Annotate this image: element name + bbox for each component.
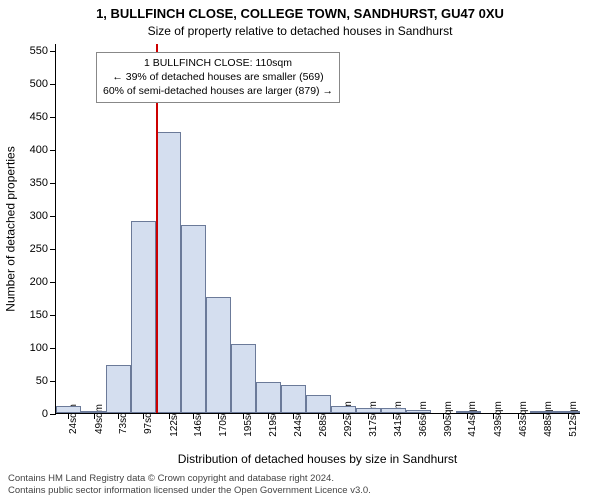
x-tick-label: 341sqm (393, 401, 404, 437)
footer-line2: Contains public sector information licen… (8, 485, 592, 496)
histogram-bar (406, 410, 431, 413)
histogram-bar (456, 411, 481, 413)
y-tick-label: 400 (30, 144, 48, 156)
histogram-bar (206, 297, 231, 413)
y-tick-label: 300 (30, 210, 48, 222)
histogram-bar (306, 395, 331, 414)
histogram-bar (281, 385, 306, 413)
x-tick-label: 317sqm (368, 401, 379, 437)
histogram-bar (131, 221, 156, 413)
x-tick-label: 49sqm (94, 404, 105, 434)
y-tick (50, 348, 56, 349)
y-tick-label: 100 (30, 342, 48, 354)
y-tick-label: 200 (30, 276, 48, 288)
y-tick-label: 550 (30, 45, 48, 57)
y-tick (50, 51, 56, 52)
y-tick (50, 117, 56, 118)
y-tick (50, 249, 56, 250)
histogram-chart: 1, BULLFINCH CLOSE, COLLEGE TOWN, SANDHU… (0, 0, 600, 500)
histogram-bar (181, 225, 206, 413)
x-tick-label: 390sqm (443, 401, 454, 437)
x-tick-label: 488sqm (543, 401, 554, 437)
histogram-bar (331, 406, 356, 413)
annotation-line2: ← 39% of detached houses are smaller (56… (103, 70, 333, 84)
x-tick-label: 439sqm (493, 401, 504, 437)
chart-title: 1, BULLFINCH CLOSE, COLLEGE TOWN, SANDHU… (0, 6, 600, 21)
histogram-bar (381, 408, 406, 413)
y-tick (50, 150, 56, 151)
y-tick (50, 315, 56, 316)
y-tick (50, 216, 56, 217)
histogram-bar (231, 344, 256, 413)
y-tick (50, 183, 56, 184)
x-tick-label: 463sqm (518, 401, 529, 437)
plot-area: 05010015020025030035040045050055024sqm49… (55, 44, 580, 414)
histogram-bar (555, 411, 580, 413)
chart-subtitle: Size of property relative to detached ho… (0, 24, 600, 38)
y-tick-label: 150 (30, 309, 48, 321)
y-tick (50, 84, 56, 85)
annotation-line1: 1 BULLFINCH CLOSE: 110sqm (103, 56, 333, 70)
x-tick-label: 512sqm (568, 401, 579, 437)
y-tick-label: 50 (36, 375, 48, 387)
histogram-bar (256, 382, 281, 413)
y-tick (50, 414, 56, 415)
footer-attribution: Contains HM Land Registry data © Crown c… (8, 473, 592, 496)
histogram-bar (156, 132, 181, 413)
histogram-bar (530, 411, 555, 413)
y-tick-label: 450 (30, 111, 48, 123)
y-tick-label: 500 (30, 78, 48, 90)
x-axis-label: Distribution of detached houses by size … (55, 452, 580, 466)
histogram-bar (81, 411, 106, 413)
y-tick-label: 0 (42, 408, 48, 420)
y-tick (50, 282, 56, 283)
histogram-bar (356, 408, 381, 413)
histogram-bar (106, 365, 131, 413)
annotation-box: 1 BULLFINCH CLOSE: 110sqm ← 39% of detac… (96, 52, 340, 103)
annotation-line3: 60% of semi-detached houses are larger (… (103, 84, 333, 98)
footer-line1: Contains HM Land Registry data © Crown c… (8, 473, 592, 484)
y-tick-label: 350 (30, 177, 48, 189)
x-tick-label: 414sqm (467, 401, 478, 437)
y-axis-label: Number of detached properties (4, 44, 18, 414)
y-tick-label: 250 (30, 243, 48, 255)
y-tick (50, 381, 56, 382)
histogram-bar (56, 406, 81, 413)
x-tick-label: 366sqm (418, 401, 429, 437)
